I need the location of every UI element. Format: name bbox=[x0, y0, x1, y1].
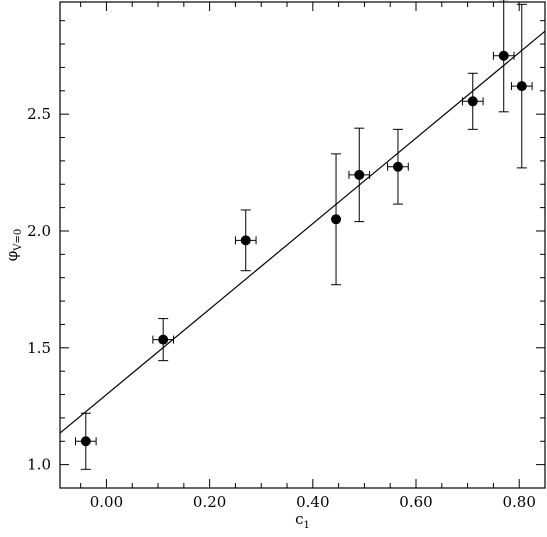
y-tick-label: 1.0 bbox=[27, 456, 51, 474]
data-points bbox=[80, 50, 527, 447]
y-tick-label: 2.0 bbox=[27, 222, 51, 240]
error-bars bbox=[74, 0, 533, 470]
data-point bbox=[158, 334, 169, 345]
x-tick-label: 0.20 bbox=[193, 493, 226, 511]
data-point bbox=[354, 169, 365, 180]
y-axis-label: φV=0 bbox=[3, 229, 24, 261]
x-axis-label: c1 bbox=[295, 510, 310, 531]
y-tick-label: 2.5 bbox=[27, 105, 51, 123]
x-axis-label-main: c bbox=[295, 510, 303, 528]
data-point bbox=[331, 214, 342, 225]
data-point bbox=[516, 81, 527, 92]
x-tick-label: 0.40 bbox=[296, 493, 329, 511]
axis-tick-labels: 0.00 0.20 0.40 0.60 0.80 1.0 1.5 2.0 2.5 bbox=[27, 105, 536, 511]
data-point bbox=[498, 50, 509, 61]
data-point bbox=[392, 161, 403, 172]
x-tick-label: 0.00 bbox=[90, 493, 123, 511]
data-point bbox=[80, 436, 91, 447]
x-tick-label: 0.60 bbox=[399, 493, 432, 511]
y-axis-label-main: φ bbox=[3, 251, 21, 262]
y-tick-label: 1.5 bbox=[27, 339, 51, 357]
data-point bbox=[240, 235, 251, 246]
x-tick-label: 0.80 bbox=[502, 493, 535, 511]
axis-ticks bbox=[60, 2, 546, 489]
fit-line bbox=[59, 30, 546, 434]
data-point bbox=[467, 96, 478, 107]
plot-frame bbox=[59, 1, 546, 489]
x-axis-label-sub: 1 bbox=[304, 520, 310, 531]
y-axis-label-sub: V=0 bbox=[13, 229, 24, 252]
